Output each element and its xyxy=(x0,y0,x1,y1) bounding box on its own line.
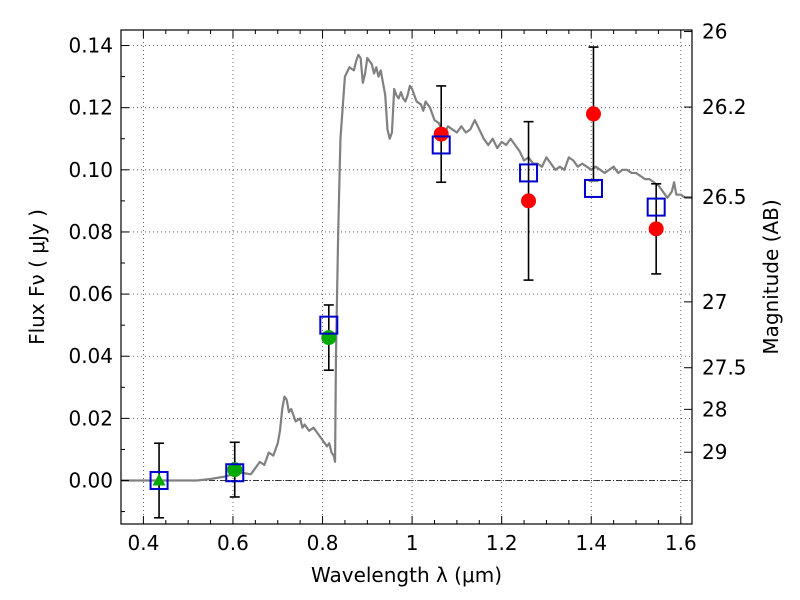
green-triangle-point xyxy=(152,473,166,486)
model-square-point xyxy=(225,463,245,483)
x-tick-label: 1.6 xyxy=(665,531,697,555)
y-axis-label: Flux Fν ( μJy ) xyxy=(25,209,49,345)
y2-tick-label: 27 xyxy=(702,290,727,314)
red-circle-point xyxy=(648,221,664,237)
model-square-point xyxy=(319,315,339,335)
y2-tick-label: 29 xyxy=(702,440,727,464)
y-tick-label: 0.04 xyxy=(68,344,113,368)
red-circle-point xyxy=(521,193,537,209)
y-tick-label: 0.14 xyxy=(68,34,113,58)
y2-tick-label: 26.2 xyxy=(702,95,747,119)
y2-tick-label: 27.5 xyxy=(702,356,747,380)
x-tick-label: 1.2 xyxy=(486,531,518,555)
x-tick-label: 1 xyxy=(406,531,419,555)
y-tick-label: 0.00 xyxy=(68,469,113,493)
tick-labels: 0.4 0.6 0.8 1 1.2 1.4 1.6 0.00 0.02 0.04 0.06 0.08 0… xyxy=(68,20,746,555)
model-square-point xyxy=(431,135,451,155)
y2-tick-label: 28 xyxy=(702,397,727,421)
x-tick-label: 0.4 xyxy=(127,531,159,555)
x-tick-label: 1.4 xyxy=(575,531,607,555)
red-circle-point xyxy=(585,106,601,122)
y-tick-label: 0.08 xyxy=(68,220,113,244)
green-circle-point xyxy=(227,462,243,478)
plot-frame xyxy=(120,29,693,525)
right-axis-label: Magnitude (AB) xyxy=(759,199,783,354)
green-circle-point xyxy=(321,330,337,346)
y-tick-label: 0.10 xyxy=(68,158,113,182)
y2-tick-label: 26 xyxy=(702,20,727,44)
model-spectrum xyxy=(121,53,692,482)
model-spectrum-line xyxy=(121,53,692,482)
axis-ticks xyxy=(120,30,692,524)
photometry-markers xyxy=(149,106,666,491)
y2-tick-label: 26.5 xyxy=(702,185,747,209)
x-axis-label: Wavelength λ (μm) xyxy=(311,563,502,587)
y-tick-label: 0.12 xyxy=(68,96,113,120)
model-square-point xyxy=(519,163,539,183)
x-tick-label: 0.6 xyxy=(217,531,249,555)
model-square-point xyxy=(646,197,666,217)
y-tick-label: 0.02 xyxy=(68,406,113,430)
y-tick-label: 0.06 xyxy=(68,282,113,306)
error-bars xyxy=(154,46,662,519)
grid xyxy=(121,30,692,524)
red-circle-point xyxy=(433,126,449,142)
model-square-point xyxy=(149,471,169,491)
model-square-point xyxy=(583,178,603,198)
x-tick-label: 0.8 xyxy=(307,531,339,555)
